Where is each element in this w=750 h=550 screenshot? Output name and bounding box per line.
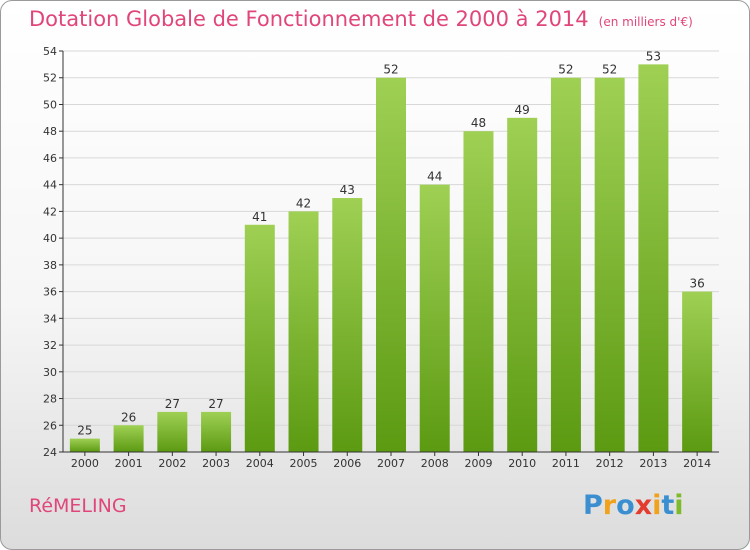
y-tick-label: 34 xyxy=(43,312,57,325)
bar xyxy=(157,411,188,452)
y-tick-label: 36 xyxy=(43,286,57,299)
y-tick-label: 30 xyxy=(43,366,57,379)
y-tick-label: 40 xyxy=(43,232,57,245)
bar xyxy=(507,117,538,452)
x-tick-label: 2005 xyxy=(290,457,318,470)
bar xyxy=(638,64,669,452)
logo-letter: P xyxy=(583,490,603,521)
x-tick-label: 2014 xyxy=(683,457,711,470)
bar xyxy=(69,438,100,452)
y-tick-label: 46 xyxy=(43,152,57,165)
y-tick-label: 32 xyxy=(43,339,57,352)
bar xyxy=(376,77,406,452)
y-tick-label: 26 xyxy=(43,419,57,432)
bar xyxy=(682,291,713,452)
y-tick-label: 28 xyxy=(43,393,57,406)
data-label: 42 xyxy=(296,196,311,210)
x-tick-label: 2007 xyxy=(377,457,405,470)
y-tick-label: 52 xyxy=(43,72,57,85)
data-label: 49 xyxy=(515,103,530,117)
proxiti-logo[interactable]: Proxiti xyxy=(583,490,684,521)
data-label: 44 xyxy=(427,170,442,184)
bar xyxy=(332,198,363,452)
x-tick-label: 2010 xyxy=(508,457,536,470)
logo-letter: i xyxy=(652,490,662,521)
bar xyxy=(594,77,625,452)
data-label: 52 xyxy=(602,63,617,77)
data-label: 27 xyxy=(165,397,180,411)
bar xyxy=(288,211,319,452)
bar xyxy=(244,224,275,452)
data-label: 41 xyxy=(252,210,267,224)
logo-letter: t xyxy=(661,490,675,521)
x-tick-label: 2013 xyxy=(639,457,667,470)
x-tick-label: 2001 xyxy=(115,457,143,470)
bar xyxy=(419,184,450,452)
bar xyxy=(113,425,144,452)
x-tick-label: 2006 xyxy=(333,457,361,470)
town-name: RéMELING xyxy=(29,495,127,517)
data-label: 25 xyxy=(77,424,92,438)
data-label: 43 xyxy=(340,183,355,197)
y-tick-label: 24 xyxy=(43,446,57,459)
logo-letter: x xyxy=(634,490,653,521)
x-tick-label: 2000 xyxy=(71,457,99,470)
data-label: 52 xyxy=(383,63,398,77)
labels: 24 26 28 30 32 34 36 38 40 42 44 46 48 50 52 54 25 2000 26… xyxy=(43,45,711,470)
data-label: 36 xyxy=(689,277,704,291)
y-tick-label: 54 xyxy=(43,45,57,58)
logo-letter: r xyxy=(602,490,617,521)
bar xyxy=(550,77,581,452)
chart-title-main: Dotation Globale de Fonctionnement de 20… xyxy=(29,7,589,31)
y-tick-label: 48 xyxy=(43,125,57,138)
bars xyxy=(69,64,713,452)
y-tick-label: 50 xyxy=(43,98,57,111)
y-tick-label: 42 xyxy=(43,205,57,218)
x-tick-label: 2012 xyxy=(596,457,624,470)
axes xyxy=(59,50,719,456)
x-tick-label: 2009 xyxy=(464,457,492,470)
bar xyxy=(201,411,232,452)
x-tick-label: 2002 xyxy=(158,457,186,470)
x-tick-label: 2004 xyxy=(246,457,274,470)
x-tick-label: 2008 xyxy=(421,457,449,470)
y-tick-label: 38 xyxy=(43,259,57,272)
bar xyxy=(463,131,494,452)
chart-title-unit: (en milliers d'€) xyxy=(598,15,693,29)
data-label: 52 xyxy=(558,63,573,77)
data-label: 48 xyxy=(471,116,486,130)
data-label: 27 xyxy=(208,397,223,411)
logo-letter: i xyxy=(674,490,684,521)
y-tick-label: 44 xyxy=(43,179,57,192)
x-tick-label: 2003 xyxy=(202,457,230,470)
logo-letter: o xyxy=(616,490,635,521)
chart-title: Dotation Globale de Fonctionnement de 20… xyxy=(29,7,693,31)
x-tick-label: 2011 xyxy=(552,457,580,470)
data-label: 26 xyxy=(121,410,136,424)
data-label: 53 xyxy=(646,49,661,63)
